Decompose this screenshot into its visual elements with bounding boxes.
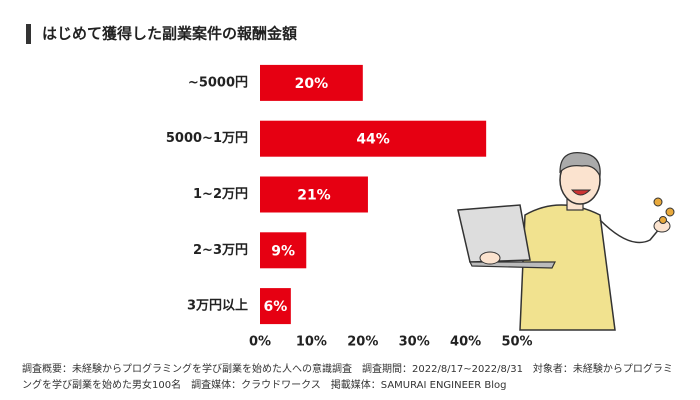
y-tick-label: ~5000円: [188, 75, 248, 90]
y-tick-label: 2~3万円: [193, 243, 248, 258]
bar: [260, 64, 363, 101]
x-tick-label: 40%: [450, 335, 481, 350]
y-tick-label: 1~2万円: [193, 187, 248, 202]
x-tick-label: 50%: [501, 335, 532, 350]
y-tick-label: 5000~1万円: [166, 131, 248, 146]
value-label: 6%: [264, 299, 288, 315]
value-label: 9%: [271, 243, 295, 259]
x-tick-label: 20%: [347, 335, 378, 350]
chart-title: はじめて獲得した副業案件の報酬金額: [42, 25, 297, 43]
x-tick-label: 10%: [296, 335, 327, 350]
x-tick-label: 30%: [399, 335, 430, 350]
x-tick-label: 0%: [249, 335, 271, 350]
value-label: 44%: [356, 132, 390, 148]
survey-note: 調査概要：未経験からプログラミングを学び副業を始めた人への意識調査 調査期間：2…: [22, 364, 673, 391]
illustration: [457, 152, 675, 331]
bar: [260, 120, 487, 157]
title-marker: [26, 24, 31, 44]
bar: [260, 288, 291, 325]
bar: [260, 232, 307, 269]
value-label: 20%: [295, 76, 329, 92]
value-label: 21%: [297, 188, 331, 204]
bar: [260, 176, 368, 213]
y-tick-label: 3万円以上: [187, 299, 248, 314]
